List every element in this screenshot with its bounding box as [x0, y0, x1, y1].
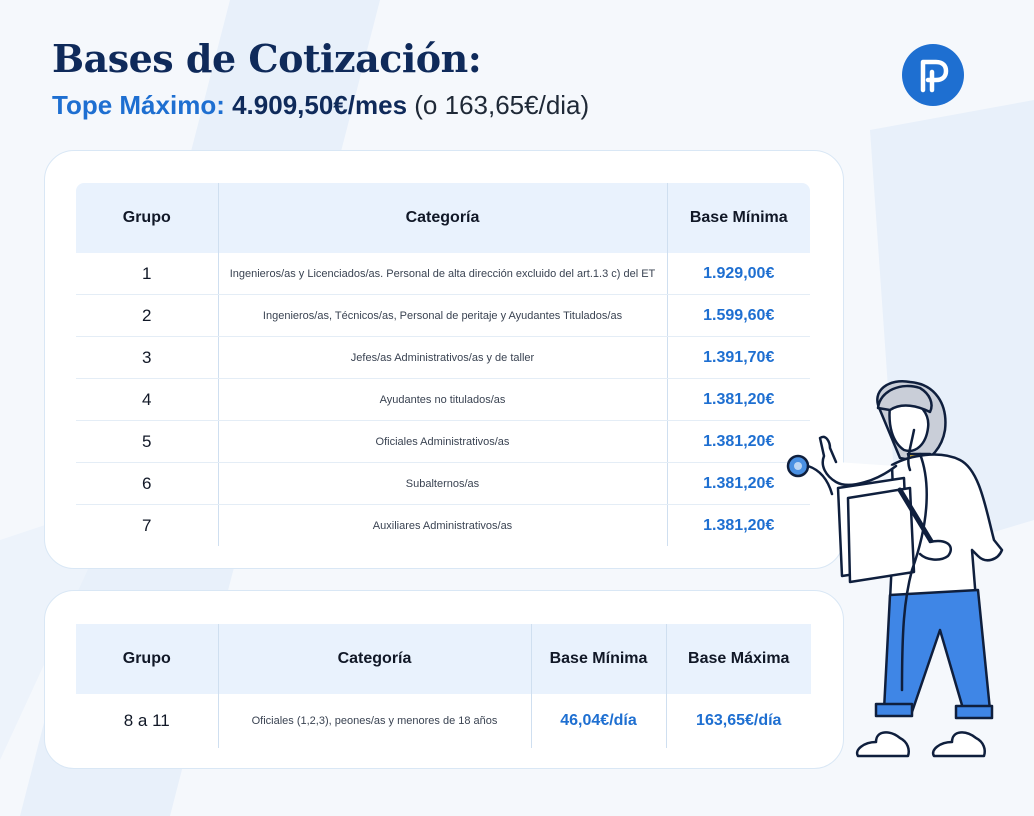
table-row: 8 a 11 Oficiales (1,2,3), peones/as y me…: [76, 694, 811, 748]
page-title: Bases de Cotización:: [52, 36, 482, 81]
base-minima-cell: 1.381,20€: [666, 378, 810, 421]
grupo-cell: 2: [76, 294, 218, 337]
column-header-base-minima: Base Mínima: [666, 183, 810, 253]
grupo-cell: 1: [76, 253, 218, 295]
doctor-illustration: [786, 380, 1004, 758]
subtitle-label: Tope Máximo:: [52, 90, 225, 120]
grupo-cell: 8 a 11: [123, 711, 170, 730]
table-header-row: Grupo Categoría Base Mínima: [76, 183, 810, 253]
base-maxima-cell: 163,65€/día: [665, 694, 811, 748]
categoria-cell: Ingenieros/as, Técnicos/as, Personal de …: [217, 294, 667, 337]
grupo-cell: 4: [76, 378, 218, 421]
column-header-grupo: Grupo: [76, 183, 218, 253]
table-row: 4 Ayudantes no titulados/as 1.381,20€: [76, 378, 810, 421]
categoria-cell: Ingenieros/as y Licenciados/as. Personal…: [217, 253, 667, 295]
base-minima-cell: 1.929,00€: [666, 253, 810, 295]
column-header-grupo: Grupo: [76, 624, 218, 694]
column-header-categoria: Categoría: [217, 183, 667, 253]
categoria-cell: Ayudantes no titulados/as: [217, 378, 667, 421]
categoria-cell: Oficiales (1,2,3), peones/as y menores d…: [217, 694, 531, 748]
table-row: 5 Oficiales Administrativos/as 1.381,20€: [76, 420, 810, 463]
base-minima-cell: 1.599,60€: [666, 294, 810, 337]
table-row: 1 Ingenieros/as y Licenciados/as. Person…: [76, 253, 810, 295]
grupo-cell: 5: [76, 420, 218, 463]
page-subtitle: Tope Máximo: 4.909,50€/mes (o 163,65€/di…: [52, 90, 589, 121]
secondary-table-card: Grupo Categoría Base Mínima Base Máxima …: [44, 590, 844, 769]
subtitle-value: 4.909,50€/mes: [232, 90, 408, 120]
grupo-cell: 6: [76, 462, 218, 505]
p-logo-icon: [902, 44, 964, 106]
categoria-cell: Jefes/as Administrativos/as y de taller: [217, 336, 667, 379]
subtitle-note: (o 163,65€/dia): [414, 90, 590, 120]
column-header-categoria: Categoría: [217, 624, 531, 694]
grupo-cell: 3: [76, 336, 218, 379]
table-row: 3 Jefes/as Administrativos/as y de talle…: [76, 336, 810, 379]
base-minima-cell: 1.381,20€: [666, 504, 810, 546]
bases-table: Grupo Categoría Base Mínima 1 Ingenieros…: [76, 183, 810, 546]
table-row: 6 Subalternos/as 1.381,20€: [76, 462, 810, 505]
table-header-row: Grupo Categoría Base Mínima Base Máxima: [76, 624, 811, 694]
base-minima-cell: 1.391,70€: [666, 336, 810, 379]
categoria-cell: Auxiliares Administrativos/as: [217, 504, 667, 546]
categoria-cell: Subalternos/as: [217, 462, 667, 505]
column-header-base-minima: Base Mínima: [530, 624, 666, 694]
table-row: 2 Ingenieros/as, Técnicos/as, Personal d…: [76, 294, 810, 337]
categoria-cell: Oficiales Administrativos/as: [217, 420, 667, 463]
grupo-cell: 7: [142, 515, 152, 535]
base-minima-cell: 1.381,20€: [666, 420, 810, 463]
base-minima-cell: 1.381,20€: [666, 462, 810, 505]
base-minima-cell: 46,04€/día: [530, 694, 666, 748]
main-table-card: Grupo Categoría Base Mínima 1 Ingenieros…: [44, 150, 844, 569]
column-header-base-maxima: Base Máxima: [665, 624, 811, 694]
table-row: 7 Auxiliares Administrativos/as 1.381,20…: [76, 504, 810, 546]
daily-bases-table: Grupo Categoría Base Mínima Base Máxima …: [76, 624, 811, 748]
